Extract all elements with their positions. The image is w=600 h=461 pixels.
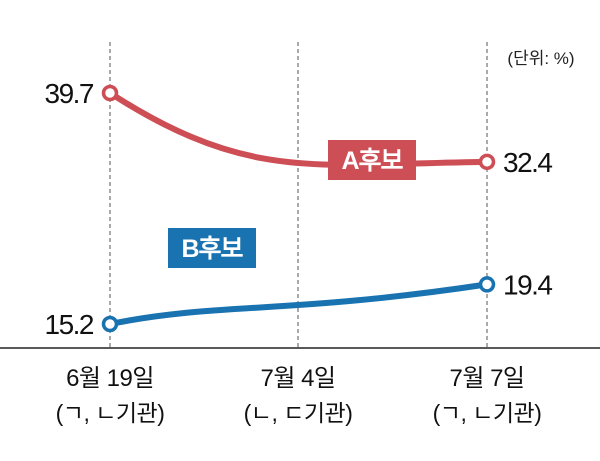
series-name-b: B후보: [181, 235, 243, 263]
data-label-b-2: 19.4: [503, 269, 552, 300]
data-point-b-1: [101, 315, 119, 333]
x-tick-note-2: (ㄴ, ㄷ기관): [244, 400, 353, 426]
x-tick-note-1: (ㄱ, ㄴ기관): [56, 400, 165, 426]
x-tick-note-3: (ㄱ, ㄴ기관): [433, 400, 542, 426]
series-name-a: A후보: [341, 147, 403, 175]
unit-note: (단위: %): [507, 49, 574, 68]
series-line-a: [107, 90, 490, 168]
series-badge-b: [168, 228, 256, 268]
data-label-a-2: 32.4: [503, 147, 552, 178]
data-point-a-1: [101, 84, 119, 102]
x-tick-label-3: 7월 7일: [449, 365, 524, 392]
data-label-b-1: 15.2: [45, 309, 94, 340]
data-point-a-2: [478, 153, 496, 171]
series-line-b: [107, 281, 490, 327]
data-label-a-1: 39.7: [45, 78, 94, 109]
x-tick-label-2: 7월 4일: [260, 365, 335, 392]
data-point-b-2: [478, 276, 496, 293]
series-badge-a: [328, 140, 416, 180]
x-tick-label-1: 6월 19일: [66, 365, 154, 392]
